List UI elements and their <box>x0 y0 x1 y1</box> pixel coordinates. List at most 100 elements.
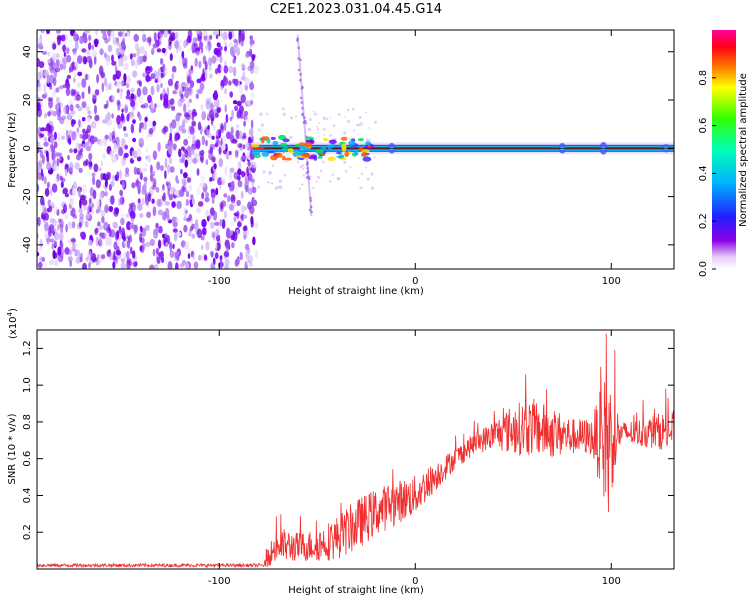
noise-speckle <box>92 136 98 143</box>
noise-speckle <box>240 94 246 104</box>
noise-speckle <box>192 254 196 260</box>
noise-speckle <box>228 31 233 40</box>
signal-blob <box>367 145 372 148</box>
noise-speckle <box>154 78 159 83</box>
halo-dot <box>348 138 351 141</box>
noise-speckle <box>63 203 67 214</box>
halo-dot <box>313 112 317 116</box>
noise-speckle <box>81 101 87 109</box>
colorbar-tick-label: 0.4 <box>698 165 709 181</box>
noise-speckle <box>249 35 253 41</box>
noise-speckle <box>65 223 68 233</box>
noise-speckle <box>94 114 100 122</box>
noise-speckle <box>40 214 46 220</box>
noise-speckle <box>155 83 161 93</box>
noise-speckle <box>51 110 57 116</box>
noise-speckle <box>243 120 247 127</box>
halo-dot <box>337 113 341 116</box>
snr-marks <box>37 333 674 569</box>
noise-speckle <box>232 100 238 105</box>
noise-speckle <box>105 59 111 67</box>
noise-speckle <box>69 148 73 153</box>
noise-speckle <box>74 40 79 50</box>
signal-blob <box>321 153 326 157</box>
signal-blob <box>336 155 345 158</box>
noise-speckle <box>82 55 85 63</box>
halo-dot <box>282 112 286 117</box>
noise-speckle <box>219 46 223 51</box>
noise-speckle <box>52 43 57 50</box>
noise-speckle <box>224 143 228 152</box>
noise-speckle <box>217 63 222 74</box>
noise-speckle <box>125 95 130 100</box>
noise-speckle <box>37 216 41 227</box>
noise-speckle <box>67 256 73 262</box>
halo-dot <box>322 160 325 163</box>
noise-speckle <box>157 68 162 77</box>
noise-speckle <box>242 214 247 220</box>
noise-speckle <box>174 134 178 142</box>
noise-speckle <box>94 38 98 48</box>
noise-speckle <box>222 31 228 41</box>
noise-speckle <box>246 171 250 177</box>
noise-speckle <box>173 232 178 242</box>
noise-speckle <box>62 44 66 53</box>
noise-speckle <box>96 74 100 84</box>
signal-blob <box>340 136 348 141</box>
noise-speckle <box>231 109 235 120</box>
noise-speckle <box>48 98 54 109</box>
noise-speckle <box>95 179 101 189</box>
noise-speckle <box>37 42 43 50</box>
noise-speckle <box>183 39 187 49</box>
streak-dot <box>306 166 310 170</box>
noise-speckle <box>187 253 191 259</box>
noise-speckle <box>189 194 194 200</box>
noise-speckle <box>94 227 99 234</box>
noise-speckle <box>105 236 110 247</box>
noise-speckle <box>49 202 54 207</box>
noise-speckle <box>141 122 148 131</box>
noise-speckle <box>229 203 234 211</box>
noise-speckle <box>54 232 60 241</box>
noise-speckle <box>128 203 134 208</box>
noise-speckle <box>56 158 60 167</box>
noise-speckle <box>139 212 144 218</box>
noise-speckle <box>203 124 207 131</box>
noise-speckle <box>250 119 254 130</box>
noise-speckle <box>228 66 234 74</box>
signal-blob <box>330 143 335 148</box>
noise-speckle <box>153 263 159 269</box>
noise-speckle <box>59 85 64 90</box>
noise-speckle <box>37 37 42 44</box>
noise-speckle <box>200 182 206 188</box>
noise-speckle <box>211 232 216 239</box>
noise-speckle <box>130 225 136 230</box>
noise-speckle <box>132 137 137 143</box>
noise-speckle <box>59 175 63 181</box>
noise-speckle <box>119 169 122 180</box>
noise-speckle <box>233 38 238 44</box>
noise-speckle <box>91 48 98 58</box>
halo-dot <box>344 116 346 118</box>
noise-speckle <box>138 137 144 148</box>
noise-speckle <box>123 126 127 132</box>
noise-speckle <box>76 131 80 137</box>
signal-blob <box>251 149 261 156</box>
noise-speckle <box>137 198 141 204</box>
noise-speckle <box>188 151 192 158</box>
noise-speckle <box>187 75 191 84</box>
noise-speckle <box>38 61 45 69</box>
noise-speckle <box>208 65 212 72</box>
noise-speckle <box>71 61 75 67</box>
noise-speckle <box>179 263 185 268</box>
noise-speckle <box>240 76 247 81</box>
noise-speckle <box>43 141 49 147</box>
noise-speckle <box>161 256 165 264</box>
noise-speckle <box>110 30 116 39</box>
signal-blob <box>281 155 286 161</box>
noise-speckle <box>142 55 147 63</box>
noise-speckle <box>60 181 64 189</box>
noise-speckle <box>55 30 61 34</box>
noise-speckle <box>244 115 250 124</box>
